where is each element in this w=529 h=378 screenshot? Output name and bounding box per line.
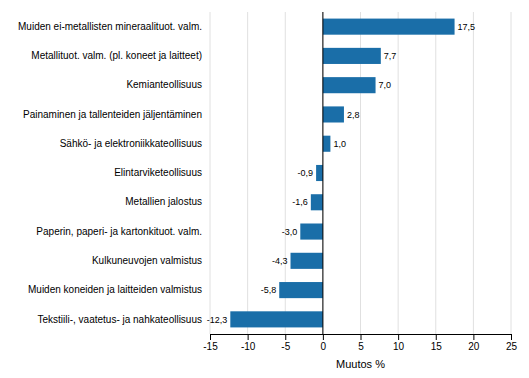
x-tick-label: 20	[468, 341, 480, 352]
bar	[323, 48, 381, 64]
data-label: 17,5	[458, 22, 476, 32]
y-tick-label: Tekstiili-, vaatetus- ja nahkateollisuus	[37, 314, 202, 325]
plot: -15 -10 -5 0 5 10 15 20 25 Tekstiili-, vaatetus- …	[18, 12, 517, 370]
y-tick-label: Paperin, paperi- ja kartonkituot. valm.	[36, 226, 202, 237]
x-tick-label: 15	[431, 341, 443, 352]
y-tick-label: Kulkuneuvojen valmistus	[92, 255, 202, 266]
grid-line	[398, 12, 399, 334]
x-tick-mark	[436, 334, 437, 340]
bar	[323, 136, 331, 152]
bar	[311, 194, 323, 210]
y-tick-label: Kemianteollisuus	[126, 79, 202, 90]
y-tick: Muiden koneiden ja laitteiden valmistus	[28, 284, 210, 295]
bar	[291, 253, 323, 269]
data-label: -3,0	[282, 227, 298, 237]
x-tick: -5	[281, 334, 290, 352]
y-tick: Sähkö- ja elektroniikkateollisuus	[60, 138, 210, 149]
y-tick: Metallien jalostus	[125, 196, 210, 207]
grid-line	[473, 12, 474, 334]
data-label: 7,0	[379, 80, 392, 90]
data-label: 2,8	[347, 110, 360, 120]
y-tick-label: Elintarviketeollisuus	[114, 167, 202, 178]
x-tick-mark	[473, 334, 474, 340]
x-tick: 5	[358, 334, 364, 352]
bar	[323, 19, 455, 35]
y-tick: Kemianteollisuus	[126, 79, 210, 90]
y-tick-label: Metallien jalostus	[125, 196, 202, 207]
x-tick: 15	[431, 334, 443, 352]
y-tick: Muiden ei-metallisten mineraalituot. val…	[18, 21, 210, 32]
data-label: 7,7	[384, 51, 397, 61]
x-tick-mark	[323, 334, 324, 340]
x-tick-label: 10	[393, 341, 405, 352]
y-tick: Elintarviketeollisuus	[114, 167, 210, 178]
grid-line	[247, 12, 248, 334]
grid-line	[435, 12, 436, 334]
bar	[323, 106, 344, 122]
bar	[279, 282, 323, 298]
data-label: -1,6	[292, 197, 308, 207]
y-tick-label: Painaminen ja tallenteiden jäljentäminen	[23, 109, 202, 120]
x-tick-mark	[398, 334, 399, 340]
data-label: -4,3	[272, 256, 288, 266]
data-label: 1,0	[333, 139, 346, 149]
x-tick-label: 25	[506, 341, 518, 352]
grid-line	[511, 12, 512, 334]
bar	[300, 223, 323, 239]
x-tick: 20	[468, 334, 480, 352]
grid-line	[322, 12, 323, 334]
data-labels: -12,3 -5,8 -4,3 -3,0 -1,6 -0,9 1,0 2,8 7,0 7,7 17,…	[207, 22, 475, 325]
y-tick: Painaminen ja tallenteiden jäljentäminen	[23, 109, 210, 120]
y-axis: Tekstiili-, vaatetus- ja nahkateollisuus…	[18, 21, 210, 325]
bar	[316, 165, 323, 181]
y-tick-label: Sähkö- ja elektroniikkateollisuus	[60, 138, 202, 149]
x-tick-mark	[248, 334, 249, 340]
x-tick-label: 0	[321, 341, 327, 352]
chart: -15 -10 -5 0 5 10 15 20 25 Tekstiili-, vaatetus- …	[0, 0, 529, 378]
grid	[210, 12, 511, 334]
x-tick: 25	[506, 334, 518, 352]
x-tick: 10	[393, 334, 405, 352]
zero-line	[322, 12, 323, 334]
y-tick-label: Muiden koneiden ja laitteiden valmistus	[28, 284, 202, 295]
x-tick-label: -10	[241, 341, 256, 352]
y-tick: Kulkuneuvojen valmistus	[92, 255, 210, 266]
grid-line	[210, 12, 211, 334]
x-axis-line	[211, 335, 512, 341]
data-label: -12,3	[207, 315, 228, 325]
x-tick: -15	[203, 334, 218, 352]
x-tick-label: -15	[203, 341, 218, 352]
bar	[323, 77, 376, 93]
data-label: -0,9	[298, 168, 314, 178]
bars	[230, 19, 454, 328]
y-tick: Paperin, paperi- ja kartonkituot. valm.	[36, 226, 210, 237]
x-tick: 0	[321, 334, 327, 352]
x-tick-mark	[210, 334, 211, 340]
x-axis: -15 -10 -5 0 5 10 15 20 25	[203, 334, 517, 352]
y-tick-label: Muiden ei-metallisten mineraalituot. val…	[18, 21, 202, 32]
x-tick-label: 5	[358, 341, 364, 352]
y-tick-label: Metallituot. valm. (pl. koneet ja laitte…	[31, 50, 202, 61]
x-tick-mark	[511, 334, 512, 340]
x-tick: -10	[241, 334, 256, 352]
bar	[230, 311, 323, 327]
x-tick-mark	[285, 334, 286, 340]
x-tick-mark	[361, 334, 362, 340]
x-tick-label: -5	[281, 341, 290, 352]
y-tick: Tekstiili-, vaatetus- ja nahkateollisuus	[37, 314, 210, 325]
x-axis-title: Muutos %	[336, 358, 385, 370]
y-tick: Metallituot. valm. (pl. koneet ja laitte…	[31, 50, 210, 61]
data-label: -5,8	[261, 285, 277, 295]
